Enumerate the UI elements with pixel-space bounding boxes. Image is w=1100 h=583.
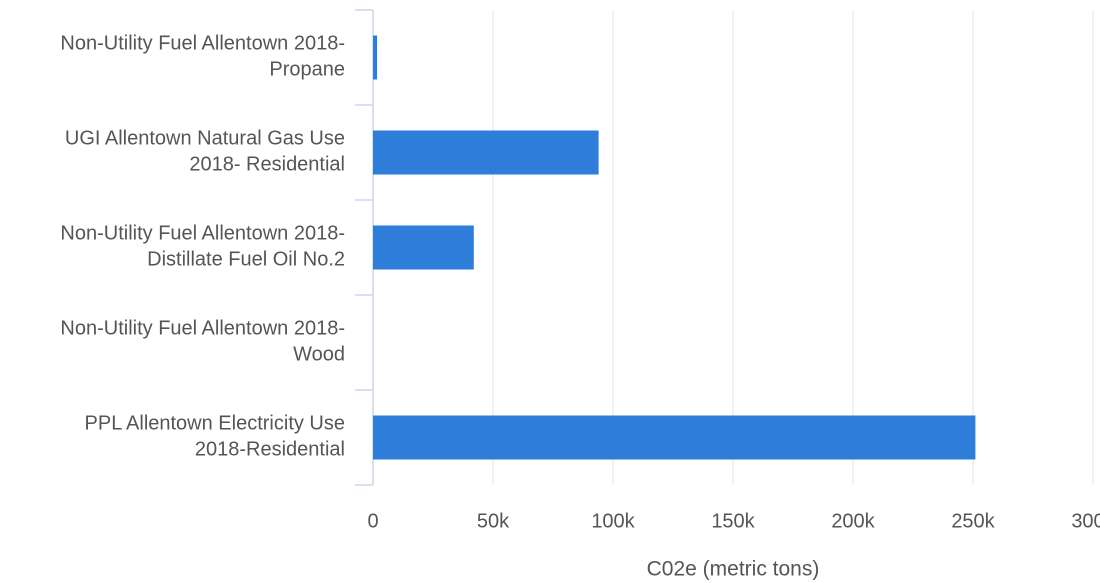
x-tick-label: 0	[367, 510, 378, 532]
x-tick-label: 100k	[591, 510, 635, 532]
x-axis-title: C02e (metric tons)	[647, 558, 820, 581]
y-tick-label: UGI Allentown Natural Gas Use 2018- Resid…	[65, 128, 345, 176]
x-tick-label: 150k	[711, 510, 755, 532]
y-tick-label: Non-Utility Fuel Allentown 2018-Propane	[60, 33, 345, 81]
y-tick-label: PPL Allentown Electricity Use 2018-Reside…	[85, 413, 345, 461]
bar	[373, 225, 474, 270]
bar	[373, 130, 599, 175]
x-tick-label: 250k	[951, 510, 995, 532]
bar	[373, 35, 378, 80]
x-tick-label: 200k	[831, 510, 875, 532]
y-tick-label: Non-Utility Fuel Allentown 2018-Wood	[60, 318, 345, 366]
x-tick-label: 300k	[1071, 510, 1100, 532]
y-tick-label: Non-Utility Fuel Allentown 2018-Distilla…	[60, 223, 345, 271]
bar	[373, 415, 976, 460]
x-tick-label: 50k	[477, 510, 510, 532]
